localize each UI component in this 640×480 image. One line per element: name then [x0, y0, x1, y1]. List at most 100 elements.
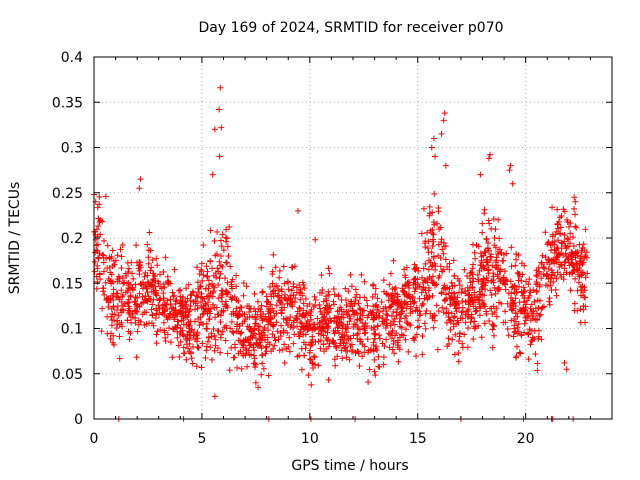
data-point — [577, 306, 584, 313]
x-axis-label: GPS time / hours — [291, 458, 408, 474]
data-point — [296, 304, 303, 311]
data-point — [395, 358, 402, 365]
data-point — [223, 302, 230, 309]
data-point — [206, 281, 213, 288]
data-point — [297, 289, 304, 296]
data-point — [215, 327, 222, 334]
data-point — [241, 318, 248, 325]
data-point — [413, 265, 420, 272]
data-point — [445, 314, 452, 321]
data-point — [337, 342, 344, 349]
data-point — [467, 270, 474, 277]
data-point — [160, 269, 167, 276]
data-point — [317, 305, 324, 312]
data-point — [533, 287, 540, 294]
data-point — [281, 341, 288, 348]
data-point — [259, 289, 266, 296]
data-point — [233, 272, 240, 279]
data-point — [240, 292, 247, 299]
data-point — [471, 289, 478, 296]
data-point — [493, 305, 500, 312]
data-point — [198, 266, 205, 273]
data-point — [484, 257, 491, 264]
data-point — [172, 307, 179, 314]
data-point — [488, 292, 495, 299]
data-point — [188, 355, 195, 362]
data-point — [487, 253, 494, 260]
data-point — [398, 310, 405, 317]
data-point — [398, 298, 405, 305]
data-point — [212, 314, 219, 321]
data-point — [410, 300, 417, 307]
data-point — [257, 313, 264, 320]
data-point — [198, 268, 205, 275]
data-point — [572, 254, 579, 261]
data-point — [100, 268, 107, 275]
data-point — [174, 311, 181, 318]
data-point — [162, 338, 169, 345]
data-point — [508, 263, 515, 270]
data-point — [524, 310, 531, 317]
data-point — [211, 393, 218, 400]
data-point — [233, 364, 240, 371]
data-point — [94, 265, 101, 272]
data-point — [419, 333, 426, 340]
data-point — [361, 330, 368, 337]
data-point — [425, 257, 432, 264]
data-point — [223, 226, 230, 233]
data-point — [291, 263, 298, 270]
data-point — [125, 279, 132, 286]
data-point — [361, 323, 368, 330]
data-point — [546, 295, 553, 302]
data-point — [338, 296, 345, 303]
data-point — [332, 327, 339, 334]
data-point — [346, 356, 353, 363]
data-point — [525, 331, 532, 338]
data-point — [484, 262, 491, 269]
data-point — [390, 257, 397, 264]
data-point — [221, 275, 228, 282]
data-point — [296, 281, 303, 288]
data-point — [439, 246, 446, 253]
data-point — [535, 270, 542, 277]
data-point — [290, 340, 297, 347]
data-point — [461, 331, 468, 338]
data-point — [471, 249, 478, 256]
data-point — [164, 331, 171, 338]
data-point — [446, 316, 453, 323]
data-point — [332, 343, 339, 350]
data-point — [287, 292, 294, 299]
data-point — [256, 331, 263, 338]
data-point — [489, 326, 496, 333]
y-tick-label: 0.25 — [52, 186, 83, 202]
data-point — [502, 308, 509, 315]
data-point — [125, 328, 132, 335]
data-point — [136, 185, 143, 192]
data-point — [430, 255, 437, 262]
data-point — [162, 334, 169, 341]
data-point — [283, 319, 290, 326]
data-point — [193, 292, 200, 299]
data-point — [378, 298, 385, 305]
data-point — [561, 231, 568, 238]
data-point — [227, 263, 234, 270]
data-point — [234, 321, 241, 328]
data-point — [371, 356, 378, 363]
data-point — [538, 336, 545, 343]
data-point — [109, 263, 116, 270]
data-point — [180, 350, 187, 357]
data-point — [92, 228, 99, 235]
data-point — [261, 316, 268, 323]
data-point — [464, 313, 471, 320]
data-point — [362, 329, 369, 336]
data-point — [230, 354, 237, 361]
data-point — [116, 333, 123, 340]
data-point — [496, 235, 503, 242]
data-point — [391, 332, 398, 339]
data-point — [269, 280, 276, 287]
data-point — [207, 344, 214, 351]
data-point — [91, 268, 98, 275]
data-point — [280, 327, 287, 334]
data-point — [185, 281, 192, 288]
data-point — [517, 308, 524, 315]
